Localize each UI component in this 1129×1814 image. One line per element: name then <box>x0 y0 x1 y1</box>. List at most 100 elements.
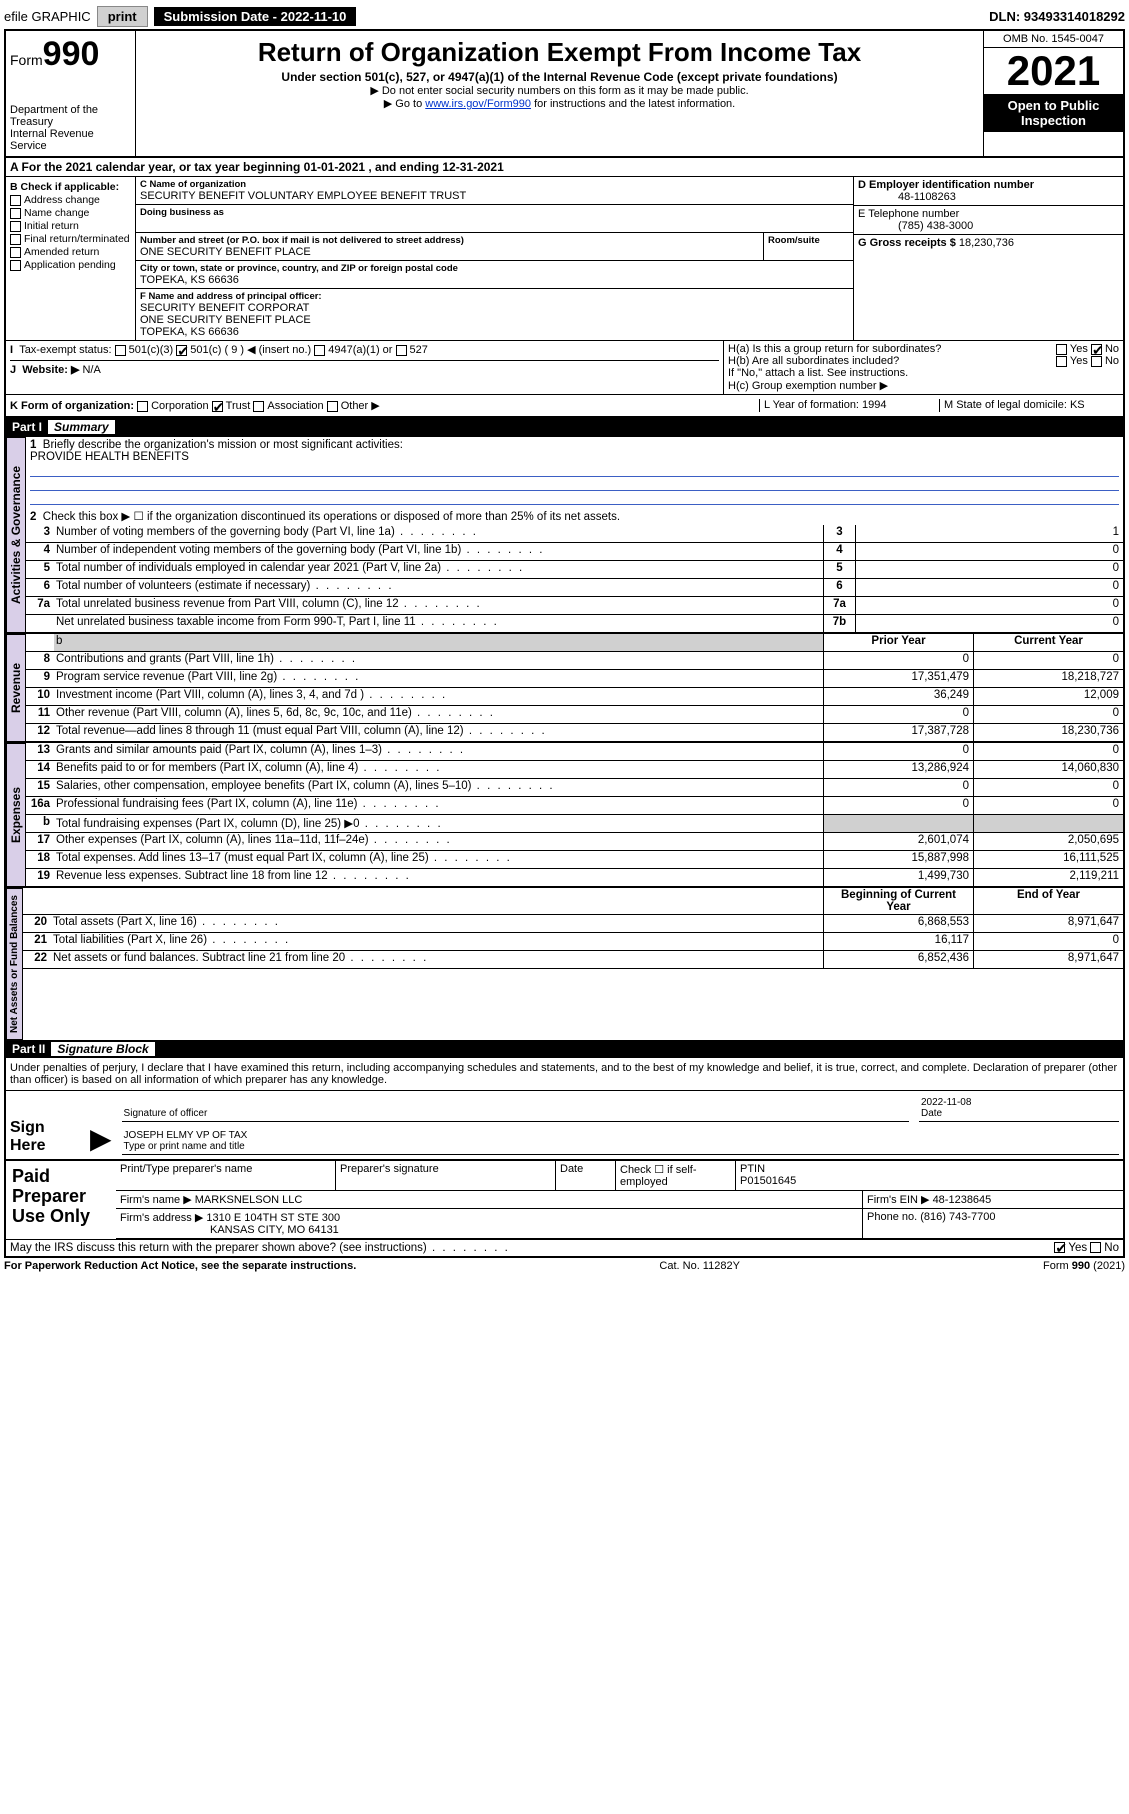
block-d: D Employer identification number 48-1108… <box>853 177 1123 340</box>
cb-discuss-yes[interactable] <box>1054 1242 1065 1253</box>
phone-value: (785) 438-3000 <box>858 220 973 232</box>
declaration: Under penalties of perjury, I declare th… <box>6 1058 1123 1090</box>
part1-header: Part I Summary <box>6 418 1123 436</box>
cb-527[interactable] <box>396 345 407 356</box>
block-c: C Name of organization SECURITY BENEFIT … <box>136 177 853 340</box>
tab-net-assets: Net Assets or Fund Balances <box>6 888 23 1040</box>
dba-field: Doing business as <box>136 205 853 233</box>
summary-row: 16aProfessional fundraising fees (Part I… <box>26 797 1123 815</box>
discuss-text: May the IRS discuss this return with the… <box>10 1242 510 1254</box>
sig-officer-field[interactable]: Signature of officer <box>122 1106 909 1122</box>
ein-value: 48-1108263 <box>858 191 956 203</box>
officer-value: SECURITY BENEFIT CORPORAT ONE SECURITY B… <box>140 302 311 338</box>
header-mid: Return of Organization Exempt From Incom… <box>136 31 983 156</box>
phone-label: E Telephone number <box>858 208 959 220</box>
hb-row: H(b) Are all subordinates included? Yes … <box>728 355 1119 367</box>
cb-address-change[interactable]: Address change <box>10 194 131 206</box>
org-name: SECURITY BENEFIT VOLUNTARY EMPLOYEE BENE… <box>140 190 466 202</box>
hb-note: If "No," attach a list. See instructions… <box>728 367 1119 379</box>
expenses-section: Expenses 13Grants and similar amounts pa… <box>6 742 1123 887</box>
sig-date-field: 2022-11-08Date <box>919 1095 1119 1122</box>
summary-row: 21Total liabilities (Part X, line 26) 16… <box>23 933 1123 951</box>
form-container: Form990 Department of the Treasury Inter… <box>4 29 1125 1258</box>
form-prefix: Form <box>10 52 43 68</box>
cb-trust[interactable] <box>212 401 223 412</box>
cb-initial-return[interactable]: Initial return <box>10 220 131 232</box>
col-headers-net: Beginning of Current Year End of Year <box>23 888 1123 915</box>
form-note2: ▶ Go to www.irs.gov/Form990 for instruct… <box>142 97 977 110</box>
room-label: Room/suite <box>768 235 849 246</box>
hc-row: H(c) Group exemption number ▶ <box>728 379 1119 392</box>
officer-label: F Name and address of principal officer: <box>140 291 849 302</box>
gross-field: G Gross receipts $ 18,230,736 <box>854 235 1123 251</box>
line-k-label: K Form of organization: <box>10 400 134 412</box>
phone-field: E Telephone number (785) 438-3000 <box>854 206 1123 235</box>
summary-row: 6Total number of volunteers (estimate if… <box>26 579 1123 597</box>
lines-hij: I Tax-exempt status: 501(c)(3) 501(c) ( … <box>6 340 1123 395</box>
col-current-year: Current Year <box>973 634 1123 651</box>
part1-num: Part I <box>12 420 42 434</box>
irs-link[interactable]: www.irs.gov/Form990 <box>425 98 531 110</box>
cb-corp[interactable] <box>137 401 148 412</box>
sig-name-field: JOSEPH ELMY VP OF TAXType or print name … <box>122 1128 1119 1155</box>
summary-row: 17Other expenses (Part IX, column (A), l… <box>26 833 1123 851</box>
form-num: 990 <box>43 35 100 73</box>
part1-label: Summary <box>48 420 115 434</box>
cb-hb-no[interactable] <box>1091 356 1102 367</box>
tab-revenue: Revenue <box>6 634 26 742</box>
col-end-year: End of Year <box>973 888 1123 914</box>
prep-sig-hdr: Preparer's signature <box>336 1161 556 1190</box>
tab-governance: Activities & Governance <box>6 437 26 633</box>
city-field: City or town, state or province, country… <box>136 261 853 289</box>
part2-label: Signature Block <box>51 1042 154 1056</box>
summary-row: 4Number of independent voting members of… <box>26 543 1123 561</box>
col-headers-rev: b Prior Year Current Year <box>26 634 1123 652</box>
col-begin-year: Beginning of Current Year <box>823 888 973 914</box>
city-value: TOPEKA, KS 66636 <box>140 274 239 286</box>
q2: 2 Check this box ▶ ☐ if the organization… <box>26 507 1123 525</box>
open-inspection: Open to Public Inspection <box>984 94 1123 132</box>
cb-ha-yes[interactable] <box>1056 344 1067 355</box>
cb-hb-yes[interactable] <box>1056 356 1067 367</box>
cb-ha-no[interactable] <box>1091 344 1102 355</box>
cat-number: Cat. No. 11282Y <box>659 1260 740 1272</box>
cb-amended[interactable]: Amended return <box>10 246 131 258</box>
governance-section: Activities & Governance 1 Briefly descri… <box>6 436 1123 633</box>
summary-row: 3Number of voting members of the governi… <box>26 525 1123 543</box>
note2-pre: ▶ Go to <box>384 98 425 110</box>
org-name-label: C Name of organization <box>140 179 849 190</box>
cb-assoc[interactable] <box>253 401 264 412</box>
cb-4947[interactable] <box>314 345 325 356</box>
prep-firm: Firm's name ▶ MARKSNELSON LLC <box>116 1191 863 1208</box>
addr-value: ONE SECURITY BENEFIT PLACE <box>140 246 311 258</box>
print-button[interactable]: print <box>97 6 148 27</box>
summary-row: 20Total assets (Part X, line 16) 6,868,5… <box>23 915 1123 933</box>
cb-501c3[interactable] <box>115 345 126 356</box>
sign-here-label: Sign Here <box>10 1119 80 1155</box>
header-right: OMB No. 1545-0047 2021 Open to Public In… <box>983 31 1123 156</box>
summary-row: bTotal fundraising expenses (Part IX, co… <box>26 815 1123 833</box>
summary-row: 9Program service revenue (Part VIII, lin… <box>26 670 1123 688</box>
summary-row: 19Revenue less expenses. Subtract line 1… <box>26 869 1123 887</box>
summary-row: Net unrelated business taxable income fr… <box>26 615 1123 633</box>
paid-preparer-label: Paid Preparer Use Only <box>6 1161 116 1239</box>
form-subtitle: Under section 501(c), 527, or 4947(a)(1)… <box>142 70 977 84</box>
summary-row: 11Other revenue (Part VIII, column (A), … <box>26 706 1123 724</box>
cb-name-change[interactable]: Name change <box>10 207 131 219</box>
cb-501c[interactable] <box>176 345 187 356</box>
org-name-field: C Name of organization SECURITY BENEFIT … <box>136 177 853 205</box>
cb-discuss-no[interactable] <box>1090 1242 1101 1253</box>
cb-other[interactable] <box>327 401 338 412</box>
cb-final-return[interactable]: Final return/terminated <box>10 233 131 245</box>
part2-num: Part II <box>12 1042 45 1056</box>
ein-field: D Employer identification number 48-1108… <box>854 177 1123 206</box>
dba-label: Doing business as <box>140 207 849 218</box>
cb-app-pending[interactable]: Application pending <box>10 259 131 271</box>
paid-preparer-block: Paid Preparer Use Only Print/Type prepar… <box>6 1159 1123 1239</box>
prep-date-hdr: Date <box>556 1161 616 1190</box>
summary-row: 14Benefits paid to or for members (Part … <box>26 761 1123 779</box>
block-b: B Check if applicable: Address change Na… <box>6 177 136 340</box>
form-ref: Form 990 (2021) <box>1043 1260 1125 1272</box>
summary-row: 7aTotal unrelated business revenue from … <box>26 597 1123 615</box>
line-i-label: Tax-exempt status: <box>19 344 111 356</box>
